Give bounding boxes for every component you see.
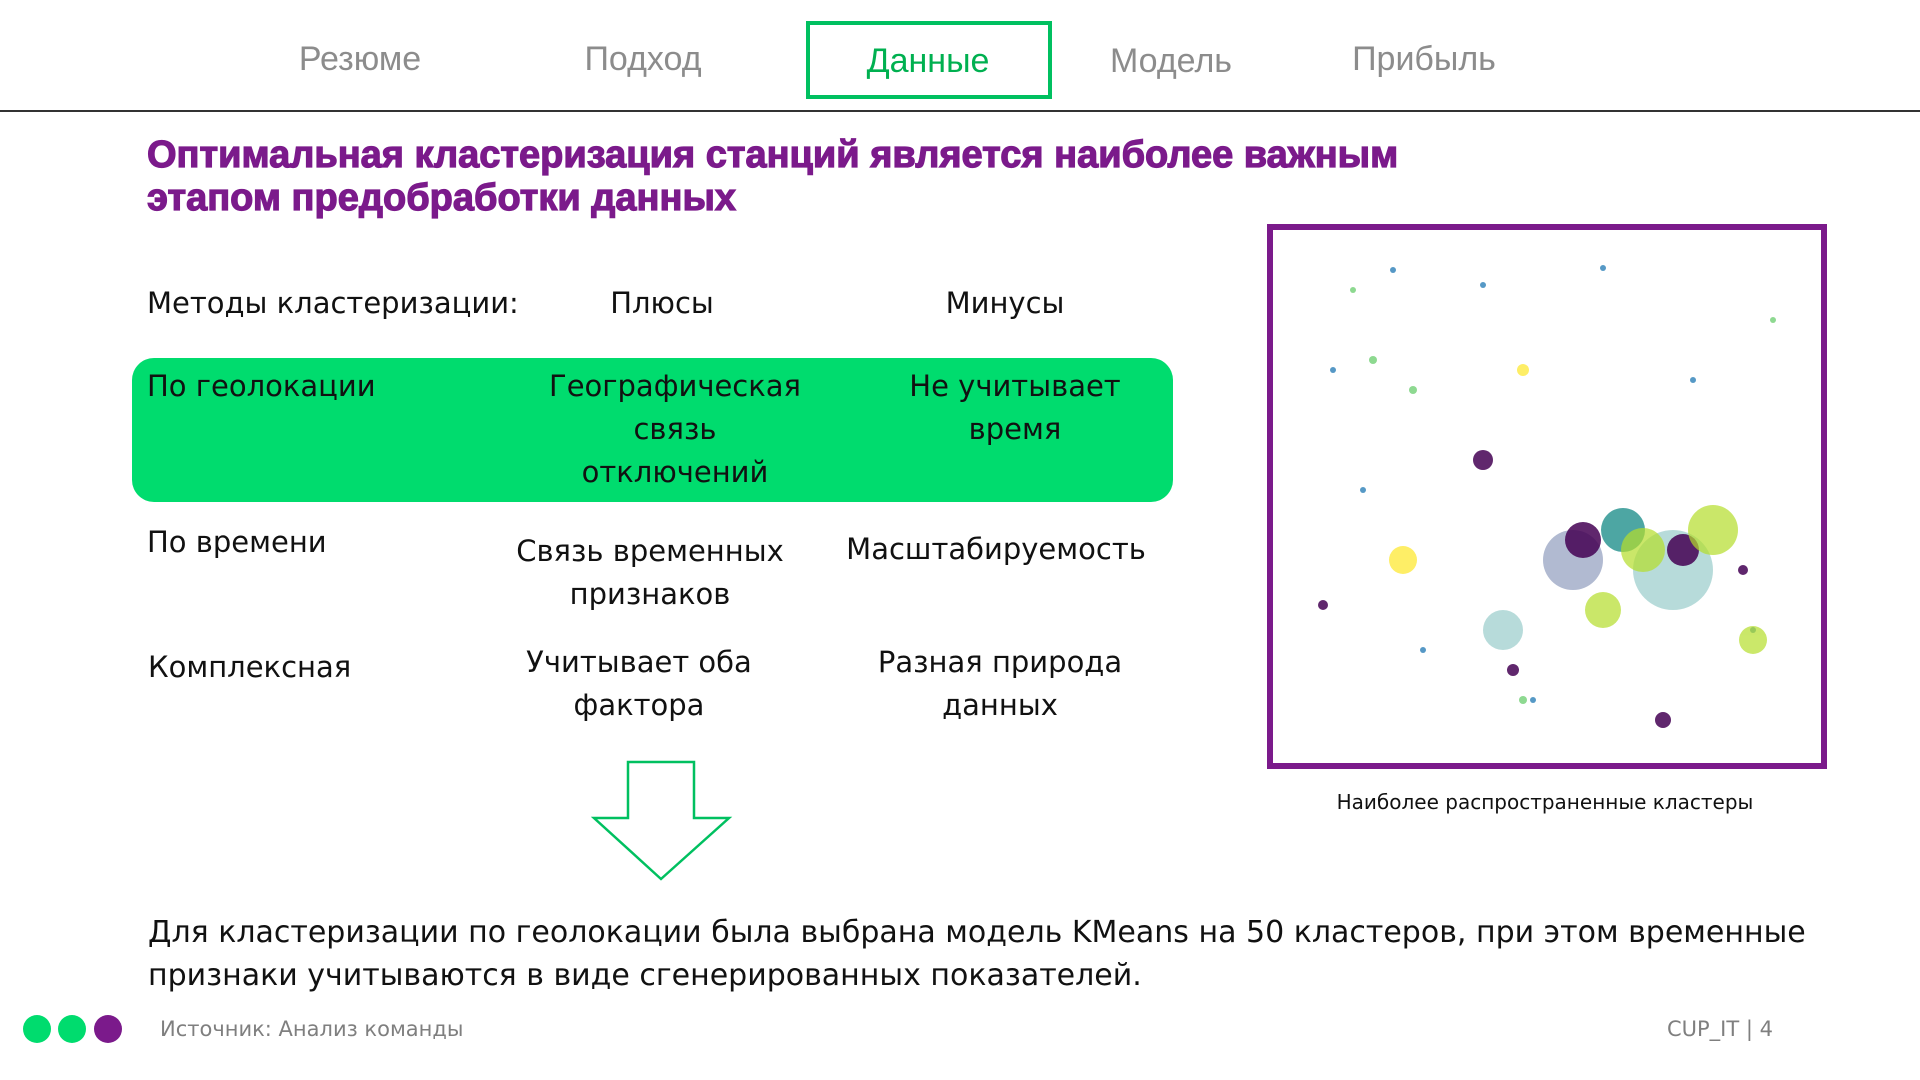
cell-line: Разная природа: [877, 645, 1123, 679]
conclusion-line: признаки учитываются в виде сгенерирован…: [148, 958, 1142, 993]
conclusion-line: Для кластеризации по геолокации была выб…: [148, 915, 1806, 950]
cell-line: Связь временных: [516, 534, 784, 568]
cell-line: отключений: [581, 455, 769, 489]
cell: Географическая связь отключений: [549, 365, 801, 494]
cell-line: Комплексная: [148, 650, 352, 684]
down-arrow: [590, 760, 733, 881]
cell-line: Масштабируемость: [846, 532, 1146, 566]
header: Плюсы: [610, 286, 714, 320]
active-tab-frame: [806, 21, 1052, 99]
header: Минусы: [945, 286, 1065, 320]
header: Методы кластеризации:: [147, 286, 519, 320]
title-line: Оптимальная кластеризация станций являет…: [146, 133, 1399, 176]
source: Источник: Анализ команды: [160, 1017, 464, 1041]
highlight-row: [132, 358, 1173, 502]
footer-dot: [23, 1015, 51, 1043]
cell: Учитывает оба фактора: [526, 641, 752, 727]
nav-tab[interactable]: Данные: [866, 42, 990, 80]
cell-line: По времени: [147, 525, 327, 559]
cell-line: Географическая: [549, 369, 801, 403]
figure-caption: Наиболее распространенные кластеры: [1336, 790, 1754, 814]
cell: По геолокации: [147, 365, 376, 408]
nav-tab[interactable]: Резюме: [298, 40, 422, 78]
cell: Масштабируемость: [846, 528, 1146, 571]
cell-line: Учитывает оба: [526, 645, 752, 679]
footer-dot: [58, 1015, 86, 1043]
scatter-figure: [1267, 224, 1827, 769]
cell-line: фактора: [573, 688, 705, 722]
page-number: CUP_IT | 4: [1666, 1017, 1773, 1041]
cell-line: По геолокации: [147, 369, 376, 403]
footer-dot: [94, 1015, 122, 1043]
cell: Комплексная: [148, 646, 351, 689]
nav-tab[interactable]: Модель: [1109, 42, 1233, 80]
cell: Связь временных признаков: [516, 530, 784, 616]
scatter-image: [1318, 265, 1776, 728]
divider: [0, 110, 1920, 112]
cell-line: связь: [633, 412, 717, 446]
nav-tab[interactable]: Прибыль: [1352, 40, 1496, 78]
cell-line: признаков: [569, 577, 731, 611]
cell-line: данных: [942, 688, 1058, 722]
cell-line: время: [968, 412, 1062, 446]
cell: Разная природа данных: [878, 641, 1122, 727]
cell: По времени: [147, 521, 327, 564]
title-line: этапом предобработки данных: [146, 176, 737, 219]
cell: Не учитывает время: [909, 365, 1120, 451]
cell-line: Не учитывает: [909, 369, 1121, 403]
nav-tab[interactable]: Подход: [584, 40, 702, 78]
